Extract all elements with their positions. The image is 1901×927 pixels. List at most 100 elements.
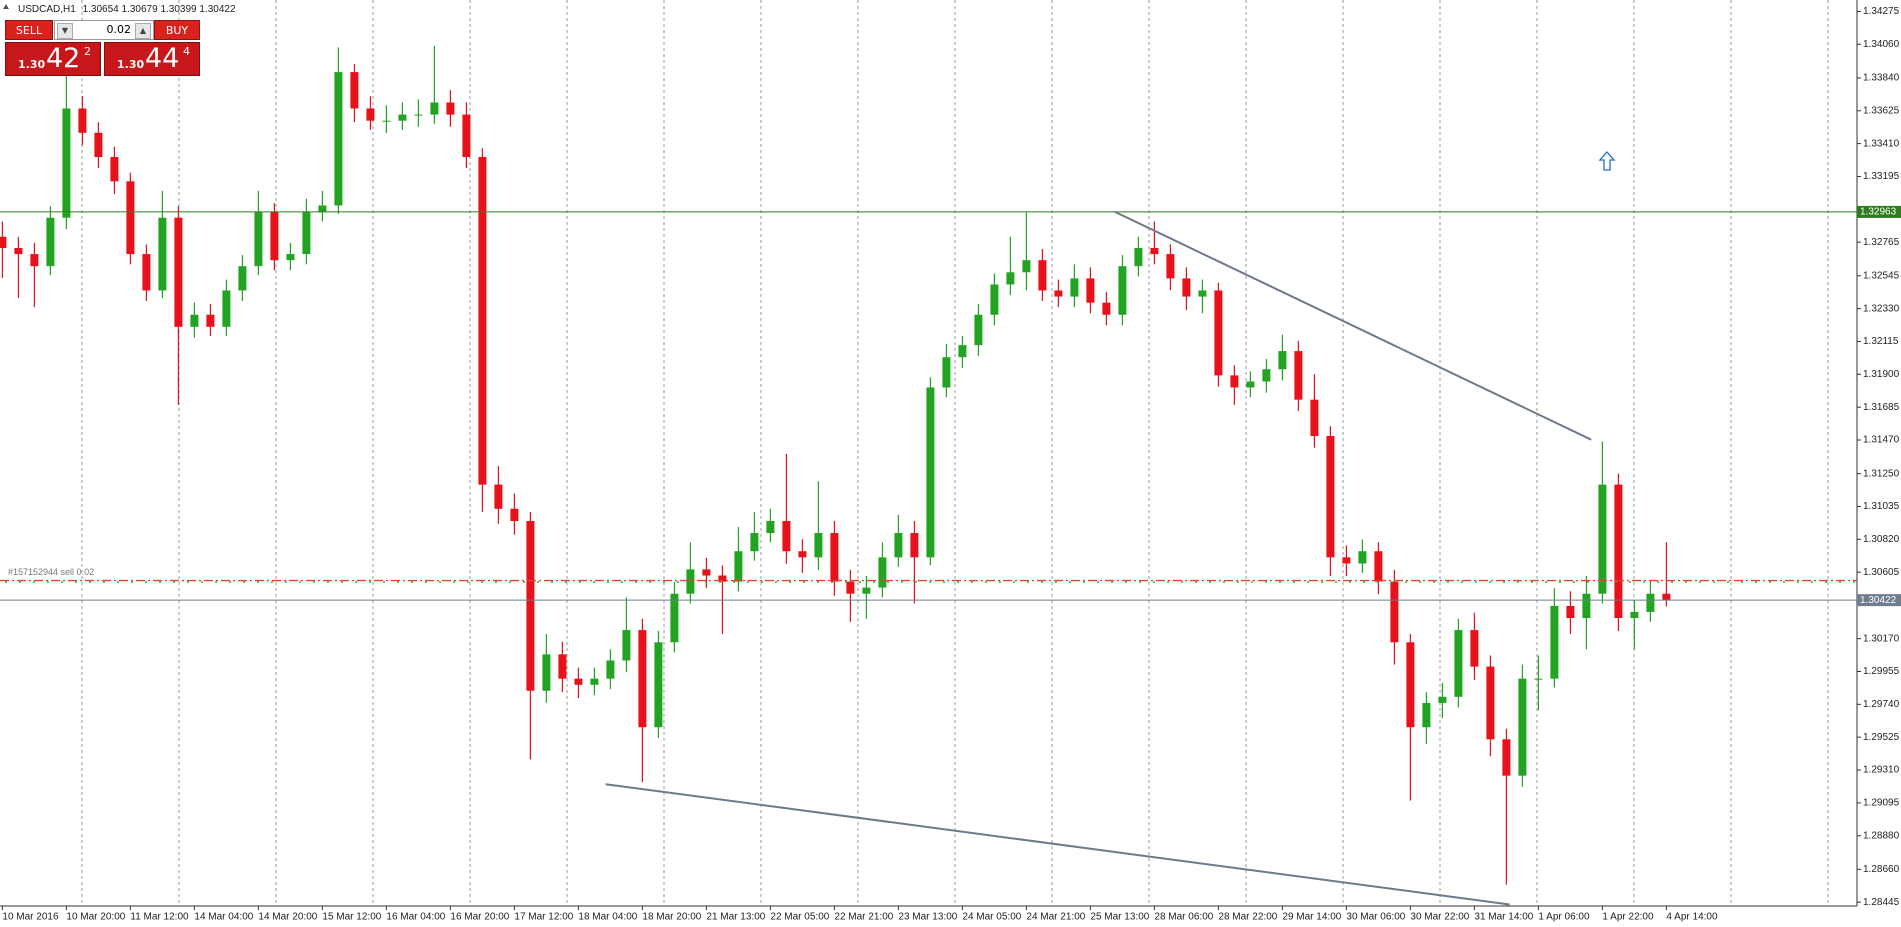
x-tick-label: 30 Mar 06:00	[1346, 912, 1405, 923]
candle-body	[1422, 702, 1431, 728]
candle-body	[1630, 611, 1639, 619]
candle-body	[174, 217, 183, 327]
candle-body	[910, 533, 919, 558]
high-price: 1.30679	[122, 4, 159, 15]
candle-body	[766, 520, 775, 534]
lots-input[interactable]: 0.02 ▼ ▲	[54, 20, 154, 40]
candle-body	[814, 533, 823, 558]
buy-button[interactable]: BUY	[154, 20, 200, 40]
price-pip: 4	[183, 45, 190, 58]
candle-body	[1518, 678, 1527, 776]
y-tick-label: 1.28880	[1863, 830, 1900, 841]
y-tick-label: 1.34275	[1863, 6, 1900, 17]
candle-body	[1038, 260, 1047, 291]
open-price: 1.30654	[83, 4, 120, 15]
x-tick-label: 31 Mar 14:00	[1474, 912, 1533, 923]
candle-body	[110, 157, 119, 182]
price-prefix: 1.30	[18, 58, 46, 71]
order-label: #157152944 sell 0.02	[8, 567, 94, 577]
candle-body	[1486, 666, 1495, 740]
low-price: 1.30399	[160, 4, 197, 15]
candle-body	[318, 205, 327, 212]
candle-body	[1566, 605, 1575, 619]
lots-down[interactable]: ▼	[57, 23, 73, 39]
candle-body	[654, 642, 663, 728]
arrow-object	[1598, 151, 1616, 171]
trendline	[1113, 210, 1592, 441]
grid	[81, 0, 1829, 906]
candle-body	[254, 211, 263, 267]
y-tick-label: 1.29740	[1863, 699, 1900, 710]
x-tick-label: 11 Mar 12:00	[130, 912, 189, 923]
candle-body	[542, 654, 551, 691]
candle-body	[350, 72, 359, 109]
lots-up[interactable]: ▲	[135, 23, 151, 39]
candle-body	[222, 290, 231, 327]
plot	[0, 45, 1671, 885]
candle-body	[798, 551, 807, 558]
symbol: USDCAD,H1	[18, 4, 76, 15]
candle-body	[878, 557, 887, 588]
candle-body	[1454, 630, 1463, 697]
close-price: 1.30422	[199, 4, 236, 15]
x-tick-label: 22 Mar 05:00	[770, 912, 829, 923]
candle-body	[46, 217, 55, 267]
collapse-icon	[3, 4, 9, 9]
y-tick-label: 1.33195	[1863, 171, 1900, 182]
bid-label-box	[1857, 594, 1901, 607]
x-tick-label: 14 Mar 20:00	[258, 912, 317, 923]
y-tick-label: 1.29310	[1863, 765, 1900, 776]
level-label: 1.32963	[1860, 207, 1897, 218]
candle-body	[638, 630, 647, 728]
y-tick-label: 1.32545	[1863, 270, 1900, 281]
candle-body	[1598, 484, 1607, 594]
x-tick-label: 22 Mar 21:00	[834, 912, 893, 923]
candle-body	[1534, 678, 1543, 680]
candle-body	[510, 508, 519, 521]
header: USDCAD,H1 1.30654 1.30679 1.30399 1.3042…	[18, 4, 236, 15]
candle-body	[574, 678, 583, 685]
y-tick-label: 1.32115	[1863, 336, 1899, 347]
y-tick-label: 1.29525	[1863, 732, 1900, 743]
candle-body	[158, 217, 167, 291]
y-tick-label: 1.33625	[1863, 105, 1900, 116]
y-tick-label: 1.31685	[1863, 402, 1900, 413]
candle-body	[1166, 254, 1175, 279]
price-pip: 2	[84, 45, 91, 58]
x-tick-label: 30 Mar 22:00	[1410, 912, 1469, 923]
candle-body	[1662, 593, 1671, 601]
candle-body	[62, 108, 71, 218]
x-tick-label: 1 Apr 22:00	[1602, 912, 1654, 923]
candle-body	[270, 211, 279, 261]
candle-body	[750, 533, 759, 552]
candle-body	[926, 387, 935, 558]
candle-body	[1550, 605, 1559, 679]
candle-body	[1390, 581, 1399, 643]
candle-body	[1134, 247, 1143, 267]
candle-body	[1070, 278, 1079, 297]
buy-price[interactable]: 1.30 44 4	[104, 42, 200, 76]
sell-price[interactable]: 1.30 42 2	[5, 42, 101, 76]
x-tick-label: 1 Apr 06:00	[1538, 912, 1590, 923]
candle-body	[958, 345, 967, 358]
candle-body	[1182, 278, 1191, 297]
candle-body	[1198, 290, 1207, 297]
y-tick-label: 1.28445	[1863, 897, 1900, 908]
y-tick-label: 1.30605	[1863, 567, 1900, 578]
candle-body	[1118, 266, 1127, 315]
sell-button[interactable]: SELL	[5, 20, 53, 40]
y-tick-label: 1.31035	[1863, 501, 1900, 512]
candle-body	[846, 581, 855, 594]
candle-body	[126, 181, 135, 255]
candle-body	[366, 108, 375, 121]
x-tick-label: 14 Mar 04:00	[194, 912, 253, 923]
y-tick-label: 1.32330	[1863, 303, 1900, 314]
candle-body	[190, 314, 199, 327]
candle-body	[622, 630, 631, 661]
candle-body	[286, 254, 295, 261]
candle-body	[398, 114, 407, 121]
candle-body	[30, 254, 39, 267]
candle-body	[14, 247, 23, 255]
